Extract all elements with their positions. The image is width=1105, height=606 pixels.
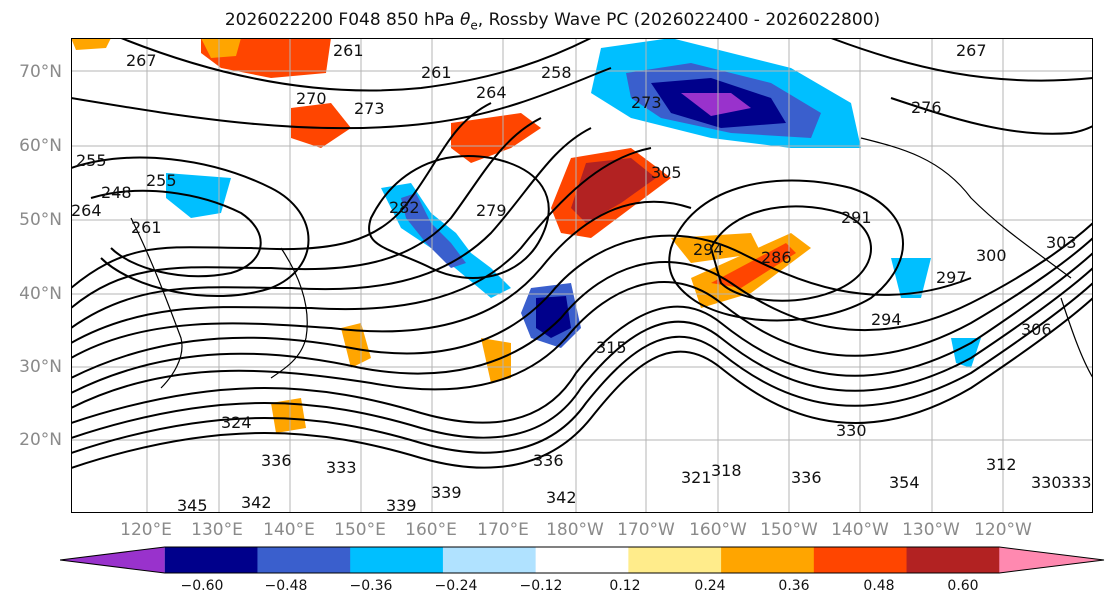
svg-text:273: 273	[631, 93, 662, 112]
svg-text:315: 315	[596, 338, 627, 357]
svg-text:294: 294	[693, 240, 724, 259]
svg-text:321: 321	[681, 468, 712, 487]
colorbar-outline	[60, 546, 1105, 574]
colorbar-segment	[257, 547, 351, 573]
svg-text:305: 305	[651, 163, 682, 182]
lat-label-70n: 70°N	[19, 62, 62, 82]
colorbar-tick: −0.24	[434, 578, 478, 594]
colorbar-segment	[442, 547, 537, 573]
contour-labels: 267 261 261 270 273 264 258 267 255 248 …	[71, 41, 1092, 513]
colorbar-tick: 0.24	[694, 578, 726, 594]
svg-text:339: 339	[431, 483, 462, 502]
colorbar	[60, 546, 1105, 574]
svg-text:279: 279	[476, 201, 507, 220]
map-title: 2026022200 F048 850 hPa θe, Rossby Wave …	[224, 10, 881, 33]
svg-text:336: 336	[261, 451, 292, 470]
lon-label-170e: 170°E	[477, 520, 529, 540]
svg-text:333: 333	[326, 458, 357, 477]
svg-text:248: 248	[101, 183, 132, 202]
lat-label-30n: 30°N	[19, 357, 62, 377]
svg-text:342: 342	[241, 493, 272, 512]
svg-text:336: 336	[533, 451, 564, 470]
svg-text:264: 264	[71, 201, 102, 220]
svg-text:303: 303	[1046, 233, 1077, 252]
svg-text:354: 354	[889, 473, 920, 492]
svg-text:336: 336	[791, 468, 822, 487]
svg-text:300: 300	[976, 246, 1007, 265]
svg-text:261: 261	[333, 41, 364, 60]
colorbar-segment	[813, 547, 908, 573]
svg-text:339: 339	[386, 496, 417, 513]
svg-text:330: 330	[1031, 473, 1062, 492]
lat-label-50n: 50°N	[19, 210, 62, 230]
colorbar-tick: 0.48	[863, 578, 895, 594]
svg-text:324: 324	[221, 413, 252, 432]
svg-text:258: 258	[541, 63, 572, 82]
colorbar-tick: −0.36	[349, 578, 393, 594]
svg-text:255: 255	[76, 151, 107, 170]
lon-label-130e: 130°E	[191, 520, 243, 540]
svg-text:264: 264	[476, 83, 507, 102]
lat-label-20n: 20°N	[19, 430, 62, 450]
colorbar-segment	[164, 547, 258, 573]
svg-text:330: 330	[836, 421, 867, 440]
lat-label-60n: 60°N	[19, 136, 62, 156]
svg-text:270: 270	[296, 89, 327, 108]
lon-label-150w: 150°W	[760, 520, 818, 540]
svg-text:276: 276	[911, 98, 942, 117]
svg-text:267: 267	[126, 51, 157, 70]
svg-text:261: 261	[421, 63, 452, 82]
colorbar-tick: 0.60	[947, 578, 979, 594]
svg-text:282: 282	[389, 198, 420, 217]
anomaly-shading	[71, 38, 981, 433]
svg-text:255: 255	[146, 171, 177, 190]
svg-text:273: 273	[354, 99, 385, 118]
svg-text:267: 267	[956, 41, 987, 60]
svg-text:306: 306	[1021, 320, 1052, 339]
svg-text:345: 345	[177, 496, 208, 513]
colorbar-tick: −0.60	[180, 578, 224, 594]
lon-label-120w: 120°W	[974, 520, 1032, 540]
colorbar-segment	[628, 547, 722, 573]
colorbar-tick: −0.12	[519, 578, 563, 594]
svg-text:294: 294	[871, 310, 902, 329]
lon-label-180w: 180°W	[546, 520, 604, 540]
colorbar-segment	[535, 547, 629, 573]
lon-label-160w: 160°W	[689, 520, 747, 540]
svg-text:291: 291	[841, 208, 872, 227]
svg-text:318: 318	[711, 461, 742, 480]
colorbar-extend-high	[999, 547, 1104, 573]
colorbar-tick: 0.36	[778, 578, 810, 594]
colorbar-extend-low	[60, 547, 165, 573]
colorbar-tick: −0.48	[264, 578, 308, 594]
lon-label-120e: 120°E	[120, 520, 172, 540]
lon-label-140w: 140°W	[831, 520, 889, 540]
svg-text:261: 261	[131, 218, 162, 237]
colorbar-segment	[906, 547, 1000, 573]
colorbar-tick: 0.12	[609, 578, 641, 594]
colorbar-segment	[721, 547, 815, 573]
lon-label-160e: 160°E	[405, 520, 457, 540]
lon-label-130w: 130°W	[902, 520, 960, 540]
colorbar-segment	[350, 547, 444, 573]
svg-text:286: 286	[761, 248, 792, 267]
lon-label-170w: 170°W	[617, 520, 675, 540]
svg-text:297: 297	[936, 268, 967, 287]
svg-text:312: 312	[986, 455, 1017, 474]
lat-label-40n: 40°N	[19, 284, 62, 304]
lon-label-150e: 150°E	[334, 520, 386, 540]
svg-text:333: 333	[1061, 473, 1092, 492]
coastlines	[130, 137, 1093, 389]
map-panel: 267 261 261 270 273 264 258 267 255 248 …	[71, 38, 1093, 513]
lon-label-140e: 140°E	[263, 520, 315, 540]
svg-text:342: 342	[546, 488, 577, 507]
